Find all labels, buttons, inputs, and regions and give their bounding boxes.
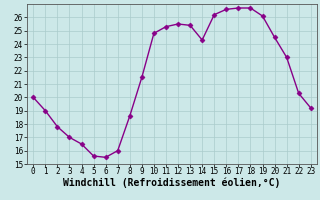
X-axis label: Windchill (Refroidissement éolien,°C): Windchill (Refroidissement éolien,°C) xyxy=(63,177,281,188)
